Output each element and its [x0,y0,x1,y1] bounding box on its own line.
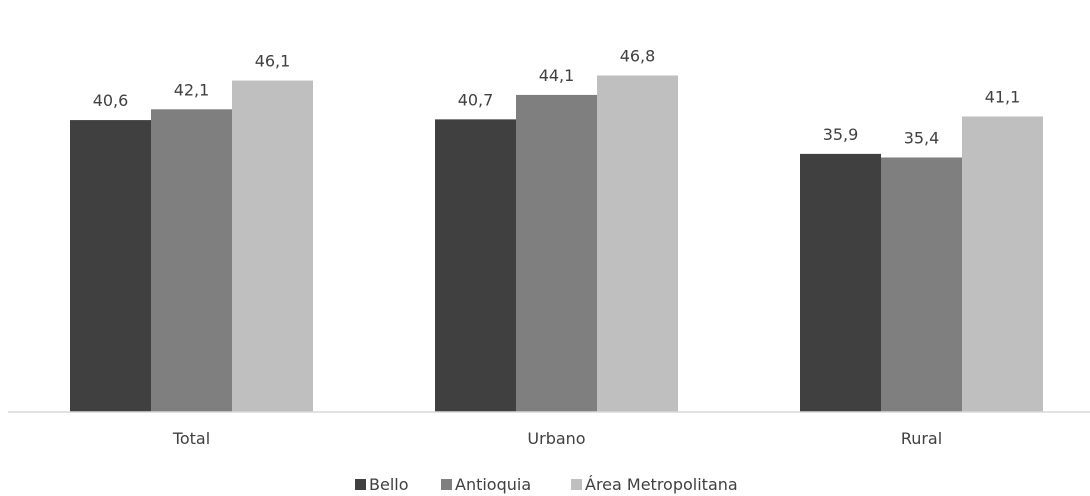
category-labels-group: Total Urbano Rural [172,429,942,448]
legend-label: Área Metropolitana [585,475,738,494]
value-label: 46,1 [255,52,291,71]
legend-swatch [355,479,366,490]
bar-urbano-1 [435,119,516,412]
bars-group [70,75,1043,413]
value-label: 40,6 [93,91,129,110]
legend-label: Bello [369,475,409,494]
bar-total-3 [232,80,313,412]
bar-rural-1 [800,153,881,412]
value-label: 44,1 [539,66,575,85]
bar-rural-2 [881,157,962,412]
legend-swatch [441,479,452,490]
value-labels-group: 40,6 42,1 46,1 40,7 44,1 46,8 35,9 35,4 41,1 [93,47,1021,148]
value-label: 35,9 [823,125,859,144]
legend-swatch [571,479,582,490]
category-label-urbano: Urbano [527,429,585,448]
bar-rural-3 [962,116,1043,412]
category-label-total: Total [172,429,210,448]
value-label: 41,1 [985,87,1021,106]
value-label: 35,4 [904,128,940,147]
legend-label: Antioquia [455,475,531,494]
bar-total-1 [70,120,151,412]
value-label: 46,8 [620,47,656,66]
category-label-rural: Rural [901,429,942,448]
bar-urbano-2 [516,94,597,413]
legend: Bello Antioquia Área Metropolitana [355,475,738,494]
value-label: 42,1 [174,80,210,99]
bar-total-2 [151,109,232,413]
value-label: 40,7 [458,90,494,109]
bar-urbano-3 [597,75,678,413]
